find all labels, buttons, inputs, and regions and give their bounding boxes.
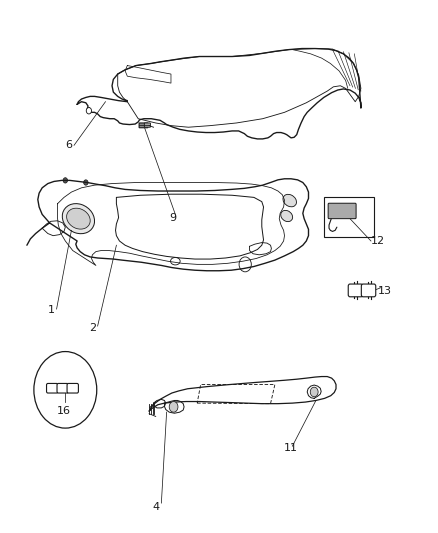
Text: 4: 4 <box>152 502 159 512</box>
Text: 12: 12 <box>371 236 385 246</box>
Circle shape <box>239 257 251 272</box>
Ellipse shape <box>62 204 95 233</box>
FancyBboxPatch shape <box>348 284 363 297</box>
Text: 16: 16 <box>57 406 71 416</box>
Text: 2: 2 <box>89 322 96 333</box>
Text: 1: 1 <box>47 305 54 315</box>
Text: 11: 11 <box>284 443 298 453</box>
FancyBboxPatch shape <box>328 203 356 219</box>
FancyBboxPatch shape <box>145 123 150 127</box>
Ellipse shape <box>283 195 297 207</box>
Text: 9: 9 <box>170 213 177 223</box>
Circle shape <box>63 177 67 183</box>
FancyBboxPatch shape <box>139 123 148 128</box>
Bar <box>324 197 374 237</box>
Text: 6: 6 <box>65 140 72 150</box>
FancyBboxPatch shape <box>46 383 58 393</box>
Circle shape <box>34 352 97 428</box>
FancyBboxPatch shape <box>57 383 68 393</box>
Circle shape <box>310 387 318 397</box>
Circle shape <box>84 180 88 185</box>
FancyBboxPatch shape <box>67 383 78 393</box>
FancyBboxPatch shape <box>361 284 376 297</box>
Ellipse shape <box>67 208 90 229</box>
Ellipse shape <box>170 257 180 265</box>
Ellipse shape <box>281 211 293 222</box>
Circle shape <box>169 401 178 412</box>
Text: 13: 13 <box>378 286 392 296</box>
Circle shape <box>86 108 92 114</box>
